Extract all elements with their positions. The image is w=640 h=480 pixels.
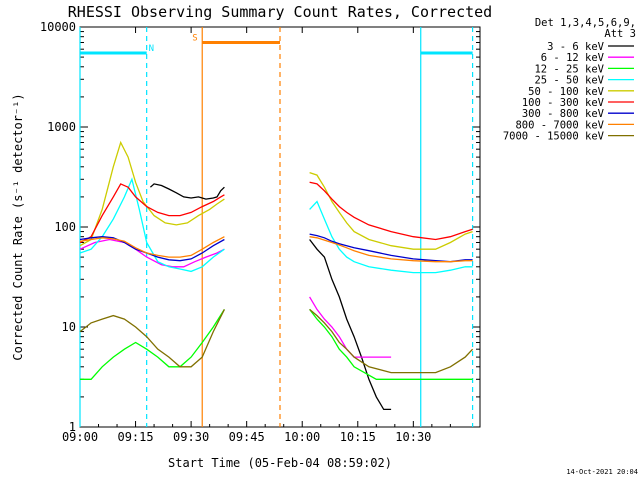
- y-tick-label: 10: [62, 320, 76, 334]
- footer-date: 14-Oct-2021 20:04: [566, 468, 638, 476]
- x-axis-label: Start Time (05-Feb-04 08:59:02): [168, 456, 392, 470]
- series-line: [309, 296, 392, 358]
- x-tick-label: 09:30: [173, 430, 209, 444]
- legend-header: Det 1,3,4,5,6,9,: [535, 17, 636, 29]
- region-label: S: [192, 33, 197, 43]
- legend-label: 50 - 100 keV: [528, 86, 605, 98]
- series-line: [79, 236, 225, 262]
- y-tick-label: 1: [69, 420, 76, 434]
- y-tick-label: 10000: [40, 20, 76, 34]
- series-line: [309, 308, 474, 374]
- legend-label: 7000 - 15000 keV: [503, 131, 605, 143]
- x-tick-label: 10:30: [395, 430, 431, 444]
- series-line: [79, 183, 225, 244]
- legend-label: 12 - 25 keV: [534, 63, 604, 75]
- series-line: [309, 236, 473, 263]
- y-tick-label: 1000: [47, 120, 76, 134]
- series-line: [309, 181, 473, 241]
- x-tick-label: 09:00: [62, 430, 98, 444]
- series-line: [309, 171, 473, 250]
- series-line: [309, 200, 473, 274]
- series-line: [79, 140, 225, 247]
- region-label: N: [149, 44, 154, 54]
- series-line: [309, 309, 473, 380]
- series-line: [79, 238, 225, 268]
- legend-label: 6 - 12 keV: [541, 52, 605, 64]
- legend-label: 25 - 50 keV: [534, 75, 604, 87]
- y-tick-label: 100: [54, 220, 76, 234]
- x-tick-label: 09:45: [229, 430, 265, 444]
- series-layer: [79, 140, 474, 411]
- y-axis-label: Corrected Count Rate (s⁻¹ detector⁻¹): [11, 93, 25, 360]
- series-line: [79, 309, 225, 368]
- axis-ticks: 09:00 09:15 09:30 09:45 10:00 10:15 10:30 1 10 10…: [40, 20, 480, 444]
- x-tick-label: 10:15: [340, 430, 376, 444]
- x-tick-label: 10:00: [284, 430, 320, 444]
- legend-label: 300 - 800 keV: [522, 108, 605, 120]
- series-line: [149, 183, 225, 200]
- legend-label: 3 - 6 keV: [547, 41, 605, 53]
- series-line: [79, 177, 225, 273]
- legend-label: 100 - 300 keV: [522, 97, 605, 109]
- annotation-layer: NS: [79, 27, 474, 427]
- legend-header: Att 3: [604, 28, 636, 40]
- chart-title: RHESSI Observing Summary Count Rates, Co…: [68, 3, 492, 21]
- series-line: [309, 239, 392, 411]
- legend-label: 800 - 7000 keV: [515, 119, 604, 131]
- x-tick-label: 09:15: [117, 430, 153, 444]
- series-line: [80, 309, 225, 380]
- series-line: [309, 233, 473, 263]
- series-line: [79, 236, 225, 258]
